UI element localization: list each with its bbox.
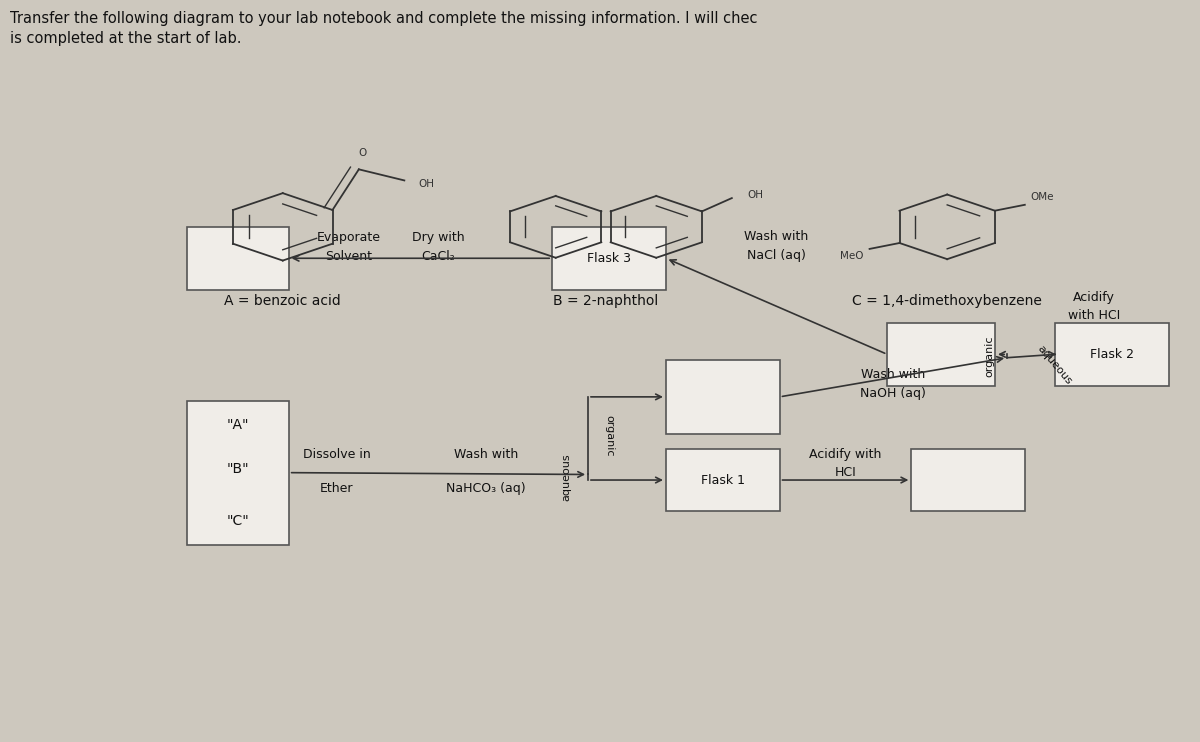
Text: "B": "B" <box>227 462 250 476</box>
Text: Flask 3: Flask 3 <box>587 252 631 265</box>
Text: NaCl (aq): NaCl (aq) <box>748 249 806 262</box>
Text: Acidify with: Acidify with <box>809 447 882 461</box>
FancyBboxPatch shape <box>1055 323 1169 386</box>
Text: NaHCO₃ (aq): NaHCO₃ (aq) <box>446 482 526 496</box>
Text: Solvent: Solvent <box>325 249 372 263</box>
Text: aqueous: aqueous <box>1036 344 1074 387</box>
Text: Wash with: Wash with <box>862 368 925 381</box>
FancyBboxPatch shape <box>666 360 780 434</box>
Text: Transfer the following diagram to your lab notebook and complete the missing inf: Transfer the following diagram to your l… <box>10 11 757 26</box>
Text: HCI: HCI <box>834 466 857 479</box>
FancyBboxPatch shape <box>887 323 995 386</box>
Text: NaOH (aq): NaOH (aq) <box>860 387 926 401</box>
Text: aqueous: aqueous <box>562 453 571 501</box>
FancyBboxPatch shape <box>187 401 289 545</box>
Text: OH: OH <box>419 179 434 189</box>
Text: O: O <box>359 148 366 158</box>
FancyBboxPatch shape <box>552 227 666 289</box>
Text: Evaporate: Evaporate <box>317 231 380 244</box>
Text: OH: OH <box>748 190 763 200</box>
Text: MeO: MeO <box>840 252 864 261</box>
Text: Acidify: Acidify <box>1073 291 1115 303</box>
Text: OMe: OMe <box>1031 192 1055 203</box>
Text: Dry with: Dry with <box>412 231 464 244</box>
Text: organic: organic <box>605 415 614 456</box>
Text: "A": "A" <box>227 418 250 432</box>
Text: Flask 2: Flask 2 <box>1090 348 1134 361</box>
Text: B = 2-naphthol: B = 2-naphthol <box>553 294 659 308</box>
Text: A = benzoic acid: A = benzoic acid <box>224 294 341 308</box>
Text: C = 1,4-dimethoxybenzene: C = 1,4-dimethoxybenzene <box>852 294 1042 308</box>
Text: organic: organic <box>984 335 994 377</box>
Text: Ether: Ether <box>320 482 353 496</box>
FancyBboxPatch shape <box>911 449 1025 511</box>
Text: Wash with: Wash with <box>744 229 809 243</box>
Text: Wash with: Wash with <box>454 447 518 461</box>
Text: "C": "C" <box>227 513 250 528</box>
Text: is completed at the start of lab.: is completed at the start of lab. <box>10 31 241 46</box>
Text: Flask 1: Flask 1 <box>701 473 745 487</box>
Text: CaCl₂: CaCl₂ <box>421 249 455 263</box>
Text: with HCI: with HCI <box>1068 309 1120 322</box>
FancyBboxPatch shape <box>666 449 780 511</box>
Text: Dissolve in: Dissolve in <box>302 447 371 461</box>
FancyBboxPatch shape <box>187 227 289 289</box>
